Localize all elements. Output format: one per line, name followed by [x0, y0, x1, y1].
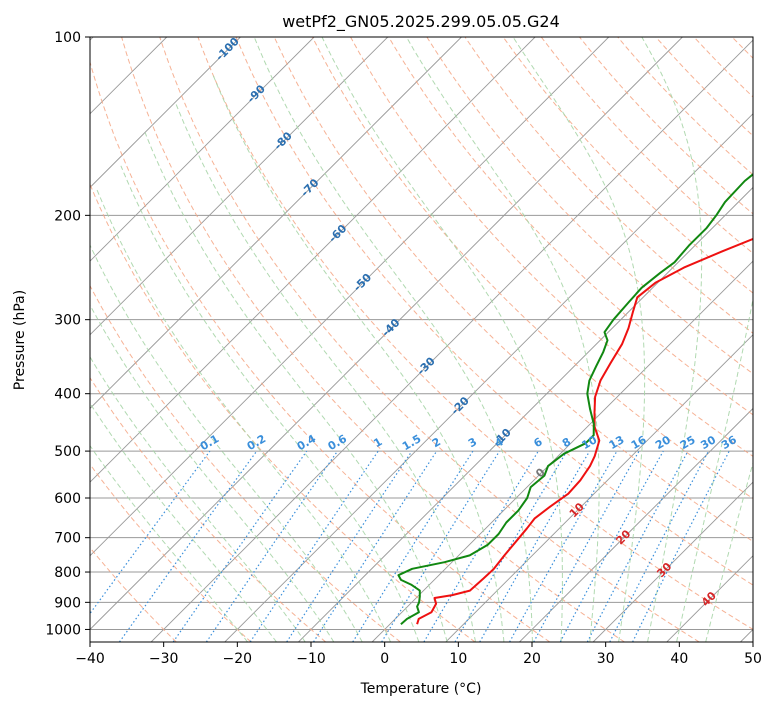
dry-adiabat-line	[273, 37, 753, 543]
isotherm-line	[592, 481, 753, 642]
chart-title: wetPf2_GN05.2025.299.05.05.G24	[282, 12, 560, 32]
isotherm-line	[90, 37, 315, 262]
x-tick-label: −20	[223, 651, 253, 667]
dewpoint-profile-line	[397, 173, 753, 625]
mixing-ratio-line	[119, 450, 258, 642]
moist-adiabat-line	[512, 37, 646, 642]
y-tick-label: 100	[54, 30, 81, 46]
y-axis-title: Pressure (hPa)	[12, 290, 28, 390]
moist-adiabat-line	[90, 402, 277, 642]
sounding-series	[397, 173, 753, 625]
mixing-ratio-line	[352, 450, 474, 642]
y-tick-label: 800	[54, 565, 81, 581]
mixing-ratio-line	[509, 450, 618, 642]
dry-adiabat-line	[616, 37, 753, 176]
moist-adiabat-line	[705, 461, 753, 642]
isotherm-line	[90, 37, 389, 336]
y-tick-label: 400	[54, 387, 81, 403]
y-axis-ticks: 100 200 300 400 500 600 700 800 900 1000	[45, 30, 90, 638]
y-tick-label: 200	[54, 208, 81, 224]
mixing-ratio-lines	[90, 450, 730, 642]
dry-adiabat-line	[388, 37, 753, 416]
mixing-ratio-line	[533, 450, 640, 642]
y-tick-label: 300	[54, 313, 81, 329]
dry-adiabat-line	[540, 37, 753, 254]
isotherm-line	[90, 37, 683, 631]
x-tick-label: 30	[597, 651, 615, 667]
dry-adiabat-line	[90, 60, 551, 642]
dry-adiabat-line	[90, 284, 401, 642]
moist-adiabat-line	[406, 37, 600, 642]
y-tick-label: 700	[54, 531, 81, 547]
y-tick-label: 1000	[45, 622, 81, 638]
pressure-gridlines	[90, 37, 753, 630]
y-tick-label: 900	[54, 595, 81, 611]
moist-adiabats	[90, 37, 753, 642]
x-tick-label: 0	[380, 651, 389, 667]
dry-adiabat-line	[426, 37, 753, 375]
dry-adiabat-line	[197, 37, 753, 630]
dry-adiabats	[90, 37, 753, 642]
moist-adiabat-line	[90, 304, 335, 642]
mixing-ratio-line	[312, 450, 438, 642]
isotherm-line	[519, 407, 753, 642]
moist-adiabat-line	[321, 37, 563, 642]
mixing-ratio-line	[286, 450, 413, 642]
dry-adiabat-line	[349, 37, 753, 457]
x-tick-label: 20	[523, 651, 541, 667]
x-axis-title: Temperature (°C)	[360, 681, 482, 697]
mixing-ratio-line	[90, 450, 211, 615]
mixing-ratio-line	[381, 450, 501, 642]
mixing-ratio-line	[559, 450, 664, 642]
moist-adiabat-line	[641, 37, 703, 642]
mixing-ratio-line	[632, 450, 730, 642]
x-tick-label: 10	[449, 651, 467, 667]
isotherm-line	[90, 37, 536, 483]
mixing-ratio-line	[172, 450, 308, 642]
y-tick-label: 500	[54, 444, 81, 460]
isotherm-line	[90, 37, 241, 189]
skewed-isotherms	[90, 37, 753, 642]
x-tick-label: −40	[75, 651, 105, 667]
isotherm-line	[150, 39, 753, 642]
dry-adiabat-line	[121, 37, 625, 642]
isotherm-line	[445, 334, 753, 642]
x-tick-label: −10	[296, 651, 326, 667]
moist-adiabat-line	[253, 37, 533, 642]
moist-adiabat-line	[211, 72, 505, 642]
dry-adiabat-line	[159, 37, 700, 642]
x-tick-label: 50	[744, 651, 762, 667]
moist-adiabat-line	[175, 104, 476, 642]
moist-adiabat-line	[120, 165, 420, 642]
isotherm-line	[224, 113, 753, 642]
moist-adiabat-line	[95, 188, 392, 642]
y-tick-label: 600	[54, 491, 81, 507]
mixing-ratio-line	[205, 450, 338, 642]
moist-adiabat-line	[676, 296, 753, 642]
temperature-profile-line	[416, 237, 753, 625]
isotherm-line	[90, 37, 610, 557]
dry-adiabat-line	[235, 37, 753, 586]
isotherm-line	[90, 37, 462, 410]
moist-adiabat-line	[90, 244, 363, 642]
x-tick-label: −30	[149, 651, 179, 667]
x-axis-ticks: −40 −30 −20 −10 0 10 20 30 40 50	[75, 642, 762, 667]
isotherm-line	[371, 260, 753, 642]
dry-adiabat-line	[90, 183, 476, 642]
mixing-ratio-line	[249, 450, 379, 642]
x-tick-label: 40	[670, 651, 688, 667]
moist-adiabat-line	[90, 355, 306, 642]
plot-frame	[89, 36, 754, 643]
moist-adiabat-line	[90, 444, 248, 642]
